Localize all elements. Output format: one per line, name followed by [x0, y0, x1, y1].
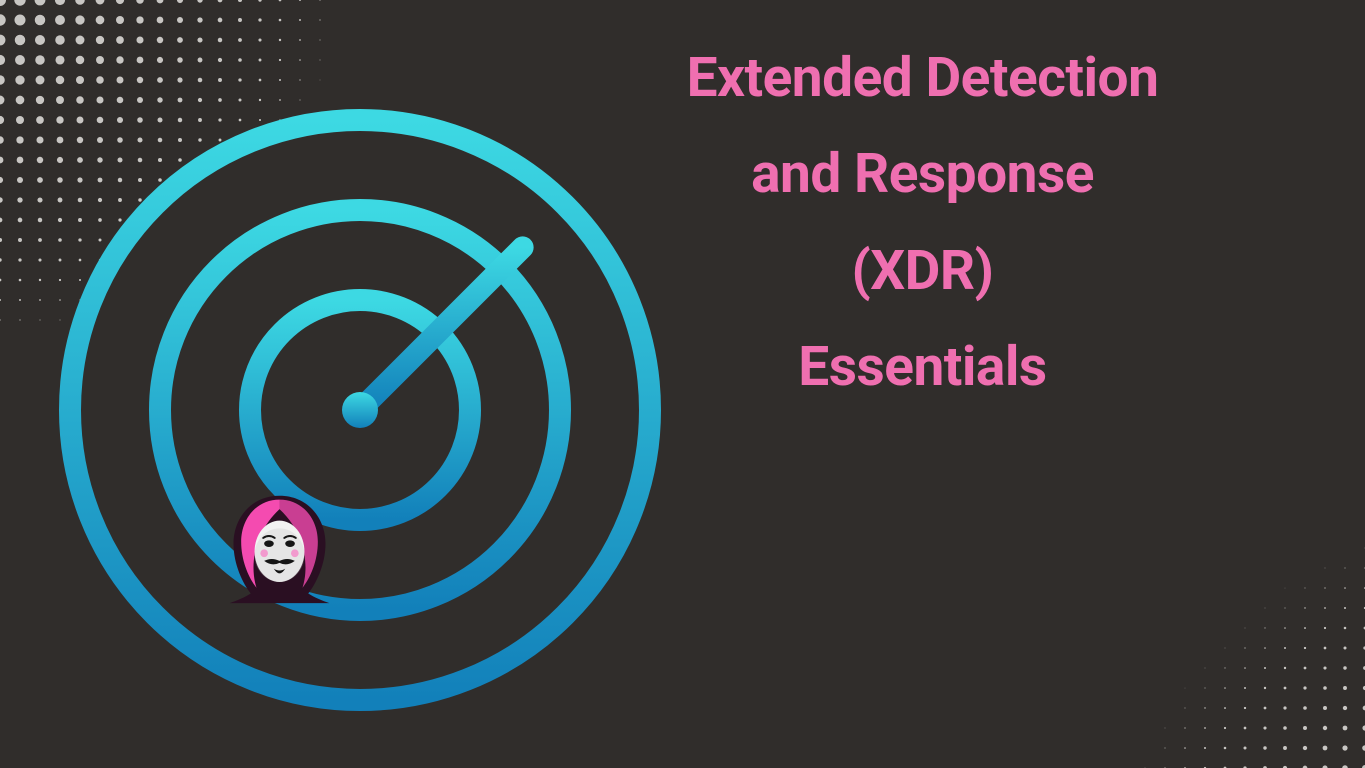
- dot-pattern-bottom-right: [1045, 448, 1365, 768]
- hacker-mascot-icon: [222, 490, 337, 605]
- page-title: Extended Detection and Response (XDR) Es…: [520, 30, 1325, 415]
- title-line-1: Extended Detection: [520, 30, 1325, 126]
- title-line-3: (XDR): [520, 223, 1325, 319]
- title-line-4: Essentials: [520, 319, 1325, 415]
- title-line-2: and Response: [520, 126, 1325, 222]
